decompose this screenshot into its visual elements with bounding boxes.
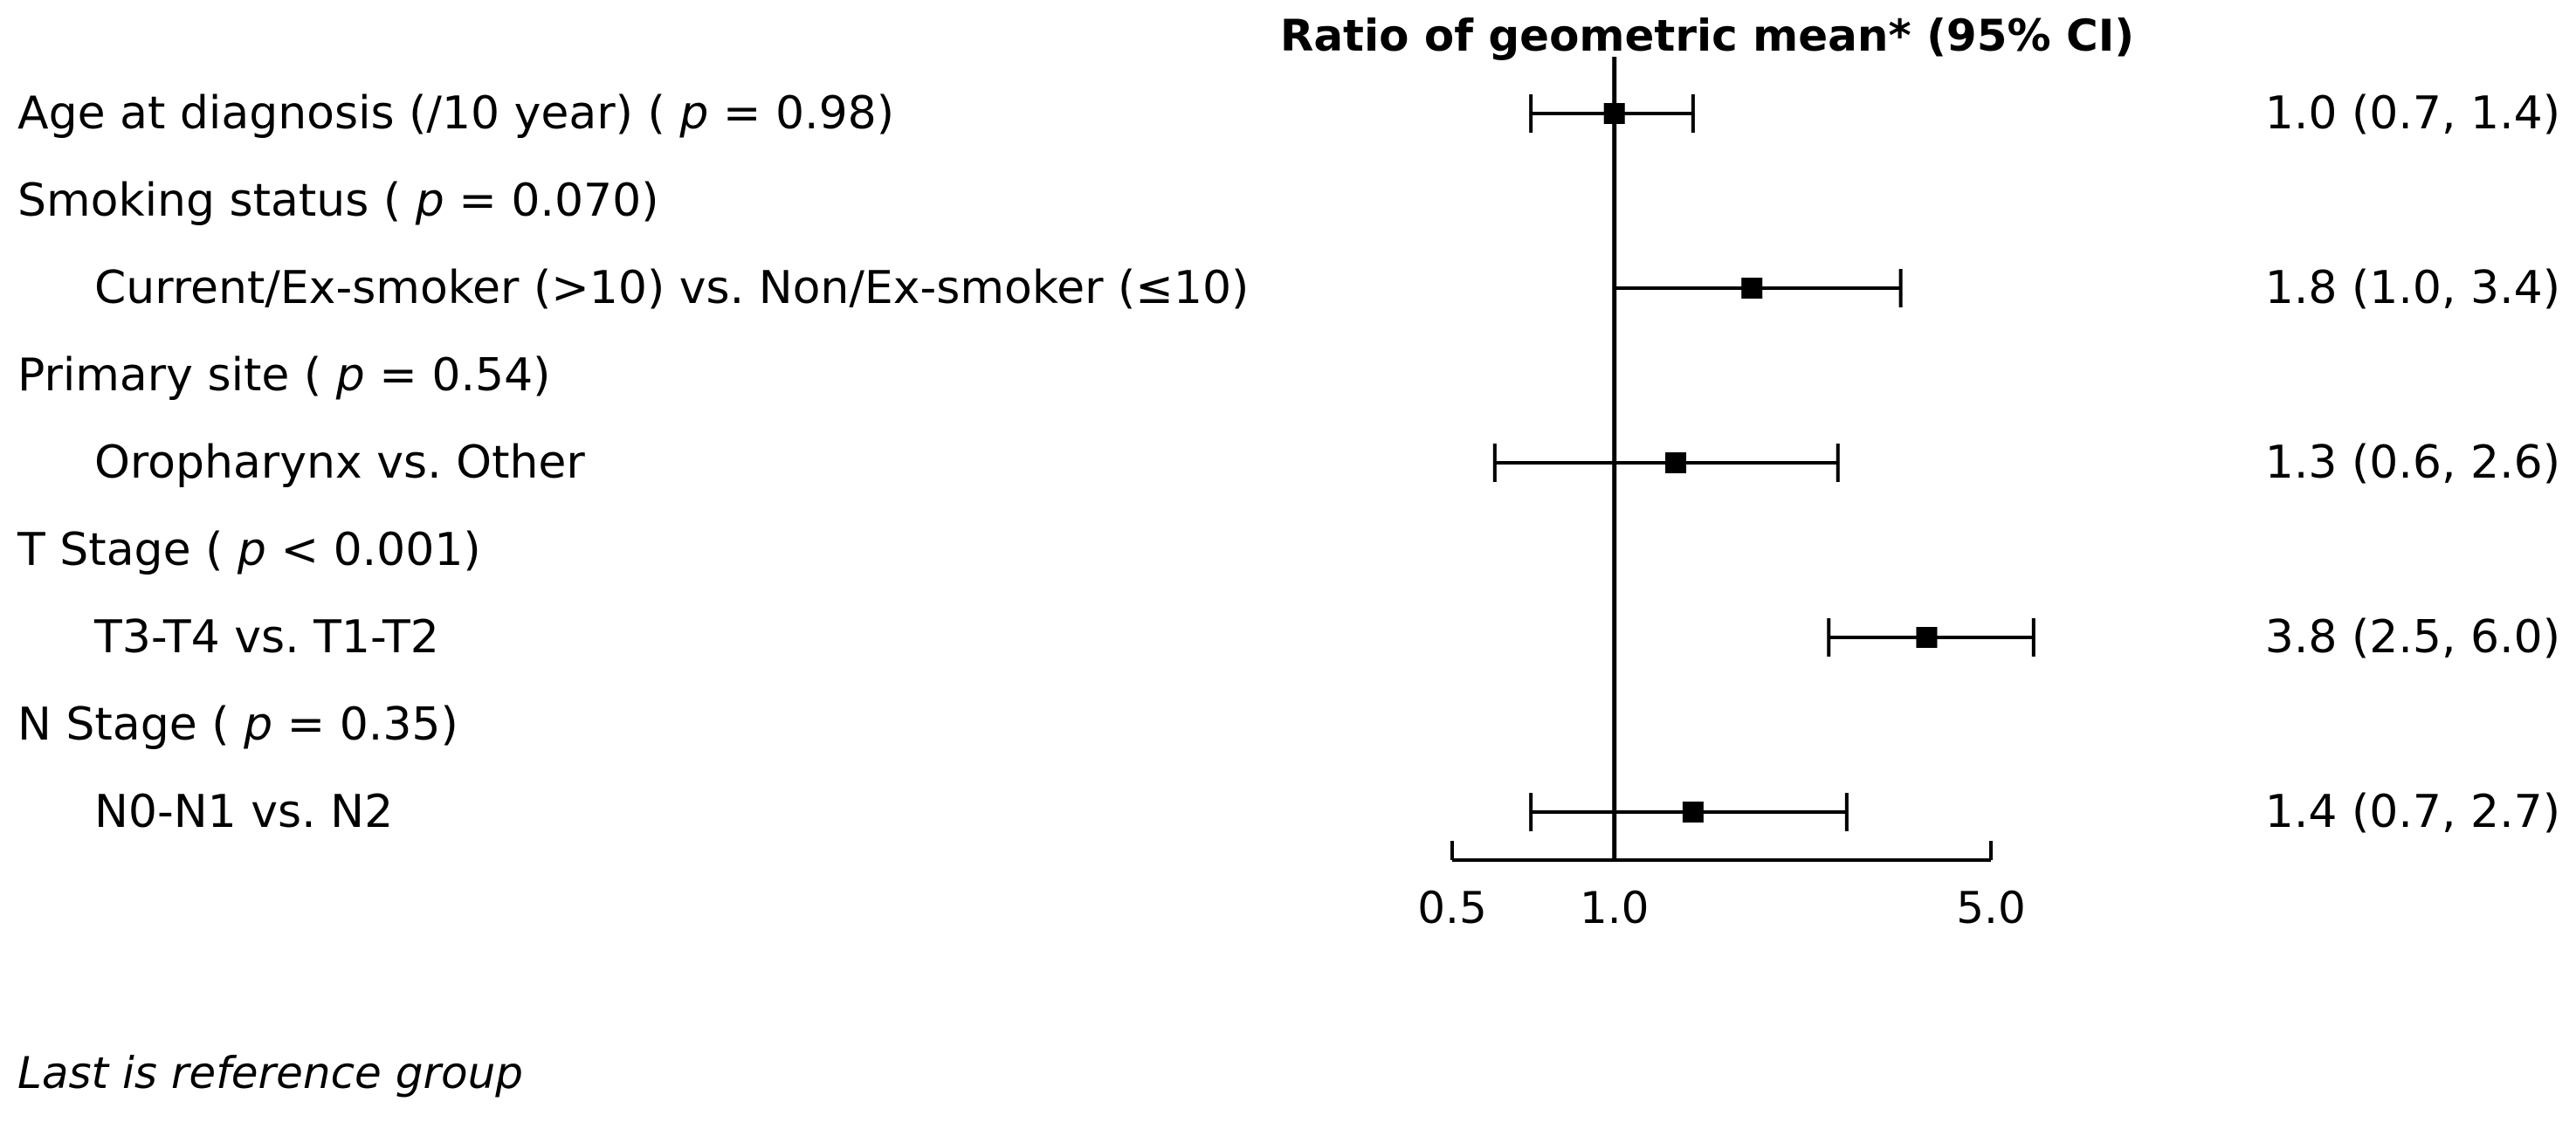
estimate-text-0: 1.0 (0.7, 1.4) <box>2264 87 2560 140</box>
footnote: Last is reference group <box>17 1048 524 1098</box>
p-symbol: p <box>335 349 365 402</box>
p-value: ( p = 0.98) <box>632 87 895 140</box>
point-estimate-2 <box>1741 278 1763 299</box>
row-label-6: T3-T4 vs. T1-T2 <box>0 594 439 681</box>
p-value: ( p = 0.070) <box>368 175 659 227</box>
row-label-text: Current/Ex-smoker (>10) vs. Non/Ex-smoke… <box>94 262 1250 314</box>
p-symbol: p <box>679 87 709 140</box>
row-label-3: Primary site ( p = 0.54) <box>17 332 550 419</box>
p-symbol: p <box>244 699 273 751</box>
point-estimate-4 <box>1665 452 1687 473</box>
row-label-text: T Stage <box>17 524 191 576</box>
p-symbol: p <box>237 524 266 576</box>
p-value: ( p = 0.54) <box>289 349 551 402</box>
row-label-text: Smoking status <box>17 175 369 227</box>
row-label-1: Smoking status ( p = 0.070) <box>17 157 658 244</box>
p-symbol: p <box>415 175 444 227</box>
row-label-text: Primary site <box>17 349 290 402</box>
estimate-text-8: 1.4 (0.7, 2.7) <box>2264 786 2560 838</box>
x-tick-label-0: 0.5 <box>1417 883 1487 933</box>
estimate-text-2: 1.8 (1.0, 3.4) <box>2264 262 2560 314</box>
row-label-0: Age at diagnosis (/10 year) ( p = 0.98) <box>17 70 894 157</box>
point-estimate-0 <box>1603 103 1625 124</box>
row-label-text: T3-T4 vs. T1-T2 <box>94 611 439 664</box>
p-value: ( p = 0.35) <box>196 699 458 751</box>
row-label-8: N0-N1 vs. N2 <box>0 768 393 856</box>
row-label-text: Oropharynx vs. Other <box>94 437 585 489</box>
x-tick-label-2: 5.0 <box>1956 883 2026 933</box>
row-label-text: N0-N1 vs. N2 <box>94 786 394 838</box>
p-value: ( p < 0.001) <box>190 524 481 576</box>
point-estimate-8 <box>1682 802 1704 823</box>
row-label-text: Age at diagnosis (/10 year) <box>17 87 633 140</box>
estimate-text-6: 3.8 (2.5, 6.0) <box>2264 611 2560 664</box>
x-tick-label-1: 1.0 <box>1580 883 1650 933</box>
row-label-text: N Stage <box>17 699 197 751</box>
row-label-5: T Stage ( p < 0.001) <box>17 506 481 594</box>
estimate-text-4: 1.3 (0.6, 2.6) <box>2264 437 2560 489</box>
point-estimate-6 <box>1916 627 1938 648</box>
row-label-2: Current/Ex-smoker (>10) vs. Non/Ex-smoke… <box>0 244 1249 332</box>
row-label-7: N Stage ( p = 0.35) <box>17 681 458 768</box>
row-label-4: Oropharynx vs. Other <box>0 419 585 506</box>
chart-title: Ratio of geometric mean* (95% CI) <box>1279 10 2135 61</box>
